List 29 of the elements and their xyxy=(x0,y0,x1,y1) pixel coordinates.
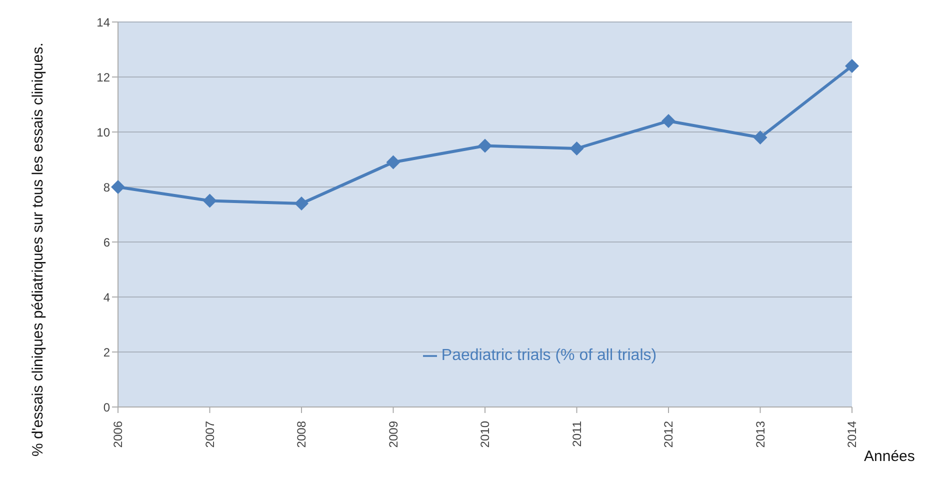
legend-label: Paediatric trials (% of all trials) xyxy=(441,347,657,364)
x-tick-label: 2012 xyxy=(662,420,676,448)
point xyxy=(478,138,492,153)
point xyxy=(111,180,125,194)
y-tick-label: 0 xyxy=(103,400,110,414)
x-tick-label: 2011 xyxy=(570,420,584,447)
point xyxy=(845,59,859,73)
point xyxy=(386,155,400,170)
point xyxy=(202,194,217,208)
point xyxy=(294,196,308,210)
y-tick-label: 12 xyxy=(96,70,110,84)
x-tick-label: 2013 xyxy=(753,420,768,448)
y-tick-label: 8 xyxy=(103,180,110,194)
x-tick-label: 2014 xyxy=(845,420,859,448)
x-tick-label: 2010 xyxy=(478,420,492,448)
y-tick-label: 14 xyxy=(96,15,110,30)
x-tick-label: 2006 xyxy=(111,420,125,448)
y-tick-label: 6 xyxy=(103,235,110,250)
point xyxy=(753,130,768,144)
y-tick-label: 2 xyxy=(103,345,110,360)
point xyxy=(570,142,584,156)
point xyxy=(662,114,676,128)
y-tick-label: 4 xyxy=(103,290,110,304)
x-axis-title: Années xyxy=(864,448,915,465)
x-tick-label: 2007 xyxy=(202,420,217,448)
x-tick-label: 2008 xyxy=(294,420,308,448)
x-tick-label: 2009 xyxy=(386,420,400,448)
y-axis-title: % d'essais cliniques pédiatriques sur tous les essais cliniques. xyxy=(30,42,46,456)
y-tick-label: 10 xyxy=(96,125,110,140)
